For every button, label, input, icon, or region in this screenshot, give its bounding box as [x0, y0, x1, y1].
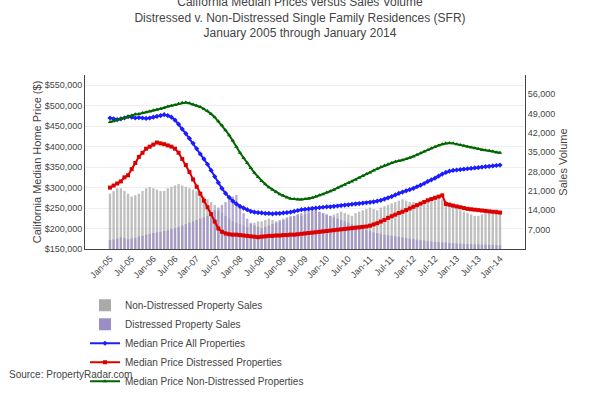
svg-text:Jul-05: Jul-05 [112, 254, 136, 278]
svg-text:$550,000: $550,000 [45, 80, 83, 90]
svg-text:14,000: 14,000 [528, 205, 556, 215]
svg-text:Distressed Property Sales: Distressed Property Sales [125, 319, 241, 330]
svg-text:California Median Prices versu: California Median Prices versus Sales Vo… [134, 0, 465, 40]
svg-text:$500,000: $500,000 [45, 101, 83, 111]
svg-text:35,000: 35,000 [528, 147, 556, 157]
svg-text:Jan-09: Jan-09 [261, 254, 288, 281]
svg-text:Jul-13: Jul-13 [459, 254, 483, 278]
svg-text:Jul-12: Jul-12 [415, 254, 439, 278]
svg-text:Jan-05: Jan-05 [88, 254, 115, 281]
svg-text:$200,000: $200,000 [45, 224, 83, 234]
svg-text:49,000: 49,000 [528, 109, 556, 119]
svg-text:42,000: 42,000 [528, 128, 556, 138]
svg-text:$350,000: $350,000 [45, 162, 83, 172]
svg-text:21,000: 21,000 [528, 186, 556, 196]
svg-text:Jul-06: Jul-06 [155, 254, 179, 278]
svg-text:$450,000: $450,000 [45, 121, 83, 131]
svg-text:Jan-06: Jan-06 [131, 254, 158, 281]
svg-text:Jul-08: Jul-08 [242, 254, 266, 278]
svg-text:Jan-07: Jan-07 [175, 254, 202, 281]
svg-text:$250,000: $250,000 [45, 203, 83, 213]
svg-text:Jan-10: Jan-10 [305, 254, 332, 281]
svg-text:Jul-09: Jul-09 [285, 254, 309, 278]
svg-text:Jul-10: Jul-10 [329, 254, 353, 278]
svg-text:Median Price Non-Distressed Pr: Median Price Non-Distressed Properties [125, 376, 303, 387]
svg-text:California Median Home Price (: California Median Home Price ($) [31, 81, 43, 244]
svg-text:$400,000: $400,000 [45, 142, 83, 152]
svg-text:$300,000: $300,000 [45, 183, 83, 193]
svg-text:7,000: 7,000 [528, 225, 551, 235]
svg-text:Jul-11: Jul-11 [372, 254, 396, 278]
svg-text:Sales Volume: Sales Volume [557, 128, 569, 195]
svg-text:Jul-07: Jul-07 [199, 254, 223, 278]
svg-text:Jan-12: Jan-12 [391, 254, 418, 281]
svg-text:Jan-13: Jan-13 [435, 254, 462, 281]
svg-text:$150,000: $150,000 [45, 244, 83, 254]
svg-text:Jan-08: Jan-08 [218, 254, 245, 281]
svg-text:Median Price All Properties: Median Price All Properties [125, 338, 245, 349]
svg-text:Jan-14: Jan-14 [478, 254, 505, 281]
svg-text:Non-Distressed Property Sales: Non-Distressed Property Sales [125, 300, 262, 311]
svg-text:56,000: 56,000 [528, 89, 556, 99]
svg-text:Source: PropertyRadar.com: Source: PropertyRadar.com [9, 369, 132, 380]
svg-text:Jan-11: Jan-11 [349, 254, 375, 280]
svg-text:Median Price Distressed Proper: Median Price Distressed Properties [125, 357, 282, 368]
svg-text:28,000: 28,000 [528, 167, 556, 177]
